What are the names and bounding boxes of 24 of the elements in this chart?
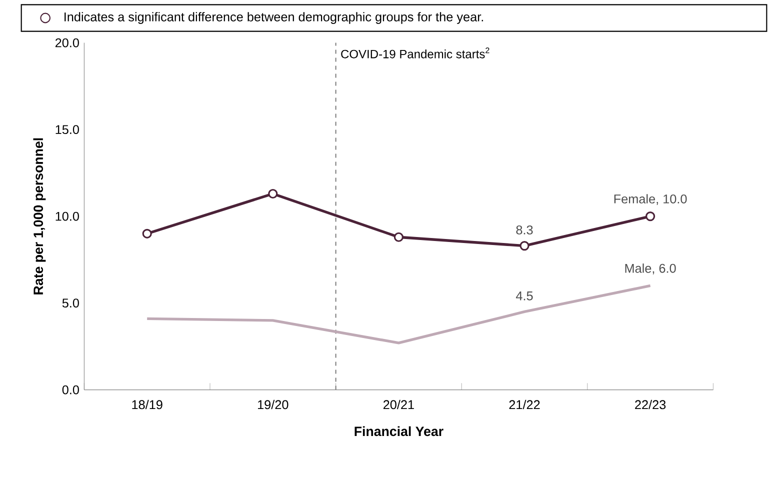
x-tick-label: 21/22: [509, 400, 540, 410]
y-tick-label: 0.0: [62, 385, 79, 394]
point: [142, 228, 152, 238]
point: [645, 212, 656, 222]
y-axis-title: Rate per 1,000 personnel: [33, 138, 46, 294]
annotation: Female, 10.0: [614, 194, 687, 205]
annotation: COVID-19 Pandemic starts$^{2}$: [341, 48, 490, 58]
x-tick-label: 22/23: [635, 400, 666, 410]
y-tick-label: 20.0: [55, 38, 79, 48]
y-tick-label: 15.0: [56, 125, 79, 134]
text: Indicates a significant difference between demographic groups for the year.: [64, 12, 484, 24]
data-label: 8.3: [516, 225, 533, 234]
x-tick-label: 18/19: [132, 400, 162, 410]
data-label: 4.5: [516, 292, 533, 300]
y-tick-label: 10.0: [56, 212, 79, 221]
point: [394, 232, 404, 242]
x-tick-label: 19/20: [258, 400, 288, 410]
y-tick-label: 5.0: [62, 298, 79, 308]
annotation: Male, 6.0: [625, 264, 676, 274]
x-axis-title: Financial Year: [354, 426, 444, 436]
point: [520, 241, 530, 251]
line-series: [146, 284, 652, 344]
x-tick-label: 20/21: [383, 400, 414, 410]
point: [268, 188, 278, 199]
